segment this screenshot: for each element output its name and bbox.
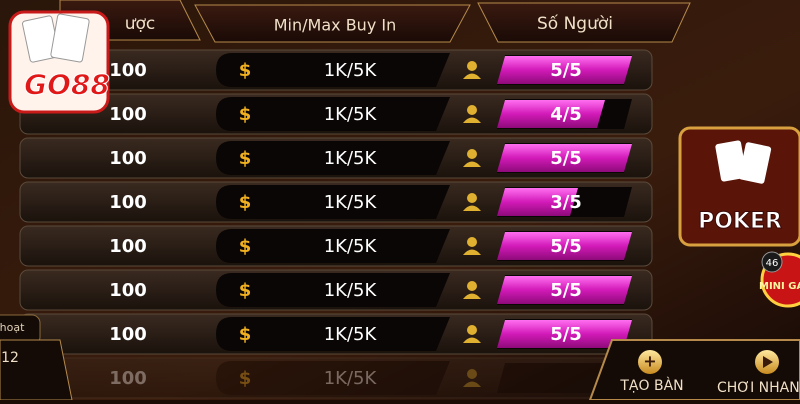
table-row[interactable]: 100 $1K/5K 5/5	[19, 225, 653, 267]
currency-icon: $	[239, 368, 252, 389]
bet-amount: 100	[109, 236, 147, 257]
player-icon	[463, 205, 481, 211]
currency-icon: $	[239, 236, 252, 257]
currency-icon: $	[239, 324, 252, 345]
bet-amount: 100	[109, 324, 147, 345]
left-label: hoạt	[0, 321, 25, 334]
table-row[interactable]: 100 $1K/5K 5/5	[19, 269, 653, 311]
badge-count: 46	[766, 258, 779, 269]
table: 100 $1K/5K 5/5 100 $1K/5K 4/5 100 $1K/5K 5/5 100 $…	[19, 49, 653, 399]
buy-in-capsule	[216, 185, 450, 219]
buy-in: 1K/5K	[324, 236, 378, 257]
column-header: Số Người	[537, 13, 613, 34]
player-bar-fill	[497, 144, 632, 172]
card-icon	[50, 13, 90, 63]
left-panel	[0, 339, 73, 401]
player-count: 5/5	[550, 236, 582, 257]
player-count: 5/5	[550, 60, 582, 81]
buy-in: 1K/5K	[324, 280, 378, 301]
table-row[interactable]: 100 $1K/5K 3/5	[19, 181, 653, 223]
table-row[interactable]: 100 $1K/5K	[19, 357, 653, 399]
card-icon	[738, 142, 772, 184]
buy-in: 1K/5K	[324, 60, 378, 81]
buy-in-capsule	[216, 141, 450, 175]
buy-in: 1K/5K	[324, 104, 378, 125]
currency-icon: $	[239, 104, 252, 125]
player-count: 5/5	[550, 324, 582, 345]
column-header: ược	[125, 14, 156, 34]
left-count: 12	[1, 350, 19, 366]
buy-in-capsule	[216, 53, 450, 87]
player-icon	[467, 193, 477, 203]
buy-in: 1K/5K	[324, 192, 378, 213]
buy-in: 1K/5K	[324, 148, 378, 169]
player-icon	[467, 105, 477, 115]
player-bar-fill	[497, 56, 632, 84]
player-count: 5/5	[550, 280, 582, 301]
player-icon	[467, 369, 477, 379]
player-icon	[467, 61, 477, 71]
buy-in: 1K/5K	[324, 368, 378, 389]
player-icon	[463, 161, 481, 167]
card-icon	[715, 140, 747, 182]
player-bar-fill	[497, 100, 605, 128]
poker-button[interactable]	[678, 126, 800, 247]
badge	[761, 251, 783, 273]
currency-icon: $	[239, 148, 252, 169]
player-icon	[463, 337, 481, 343]
poker-label: POKER	[698, 209, 782, 234]
player-bar-fill	[497, 188, 578, 216]
plus-icon: +	[643, 352, 656, 371]
player-icon	[463, 249, 481, 255]
currency-icon: $	[239, 60, 252, 81]
player-count: 3/5	[550, 192, 582, 213]
create-icon[interactable]	[638, 350, 662, 374]
currency-icon: $	[239, 192, 252, 213]
buy-in-capsule	[216, 97, 450, 131]
player-icon	[467, 281, 477, 291]
player-bar-fill	[497, 320, 632, 348]
player-icon	[463, 381, 481, 387]
buy-in-capsule	[216, 361, 450, 395]
buy-in: 1K/5K	[324, 324, 378, 345]
table-row[interactable]: 100 $1K/5K 5/5	[19, 313, 653, 355]
bet-amount: 100	[109, 280, 147, 301]
table-row[interactable]: 100 $1K/5K 5/5	[19, 137, 653, 179]
buy-in-capsule	[216, 273, 450, 307]
table-row[interactable]: 100 $1K/5K 4/5	[19, 93, 653, 135]
buy-in-capsule	[216, 229, 450, 263]
player-count: 5/5	[550, 148, 582, 169]
bet-amount: 100	[109, 192, 147, 213]
column-header: Min/Max Buy In	[274, 16, 396, 35]
bet-amount: 100	[109, 368, 147, 389]
player-bar-fill	[497, 276, 632, 304]
player-icon	[463, 73, 481, 79]
header-tab	[477, 2, 691, 43]
currency-icon: $	[239, 280, 252, 301]
player-icon	[463, 293, 481, 299]
table-row[interactable]: 100 $1K/5K 5/5	[19, 49, 653, 91]
quick-play-label[interactable]: CHƠI NHAN	[717, 380, 800, 396]
header-tab	[194, 4, 471, 43]
mini-game-label: MINI GAME	[759, 281, 800, 292]
bet-amount: 100	[109, 60, 147, 81]
player-icon	[467, 325, 477, 335]
bet-amount: 100	[109, 148, 147, 169]
player-icon	[467, 149, 477, 159]
player-bar-fill	[497, 232, 632, 260]
play-icon	[763, 356, 773, 368]
logo-text: GO88	[24, 68, 110, 101]
player-count: 4/5	[550, 104, 582, 125]
player-icon	[467, 237, 477, 247]
create-label[interactable]: TẠO BÀN	[619, 377, 683, 394]
player-icon	[463, 117, 481, 123]
buy-in-capsule	[216, 317, 450, 351]
bet-amount: 100	[109, 104, 147, 125]
